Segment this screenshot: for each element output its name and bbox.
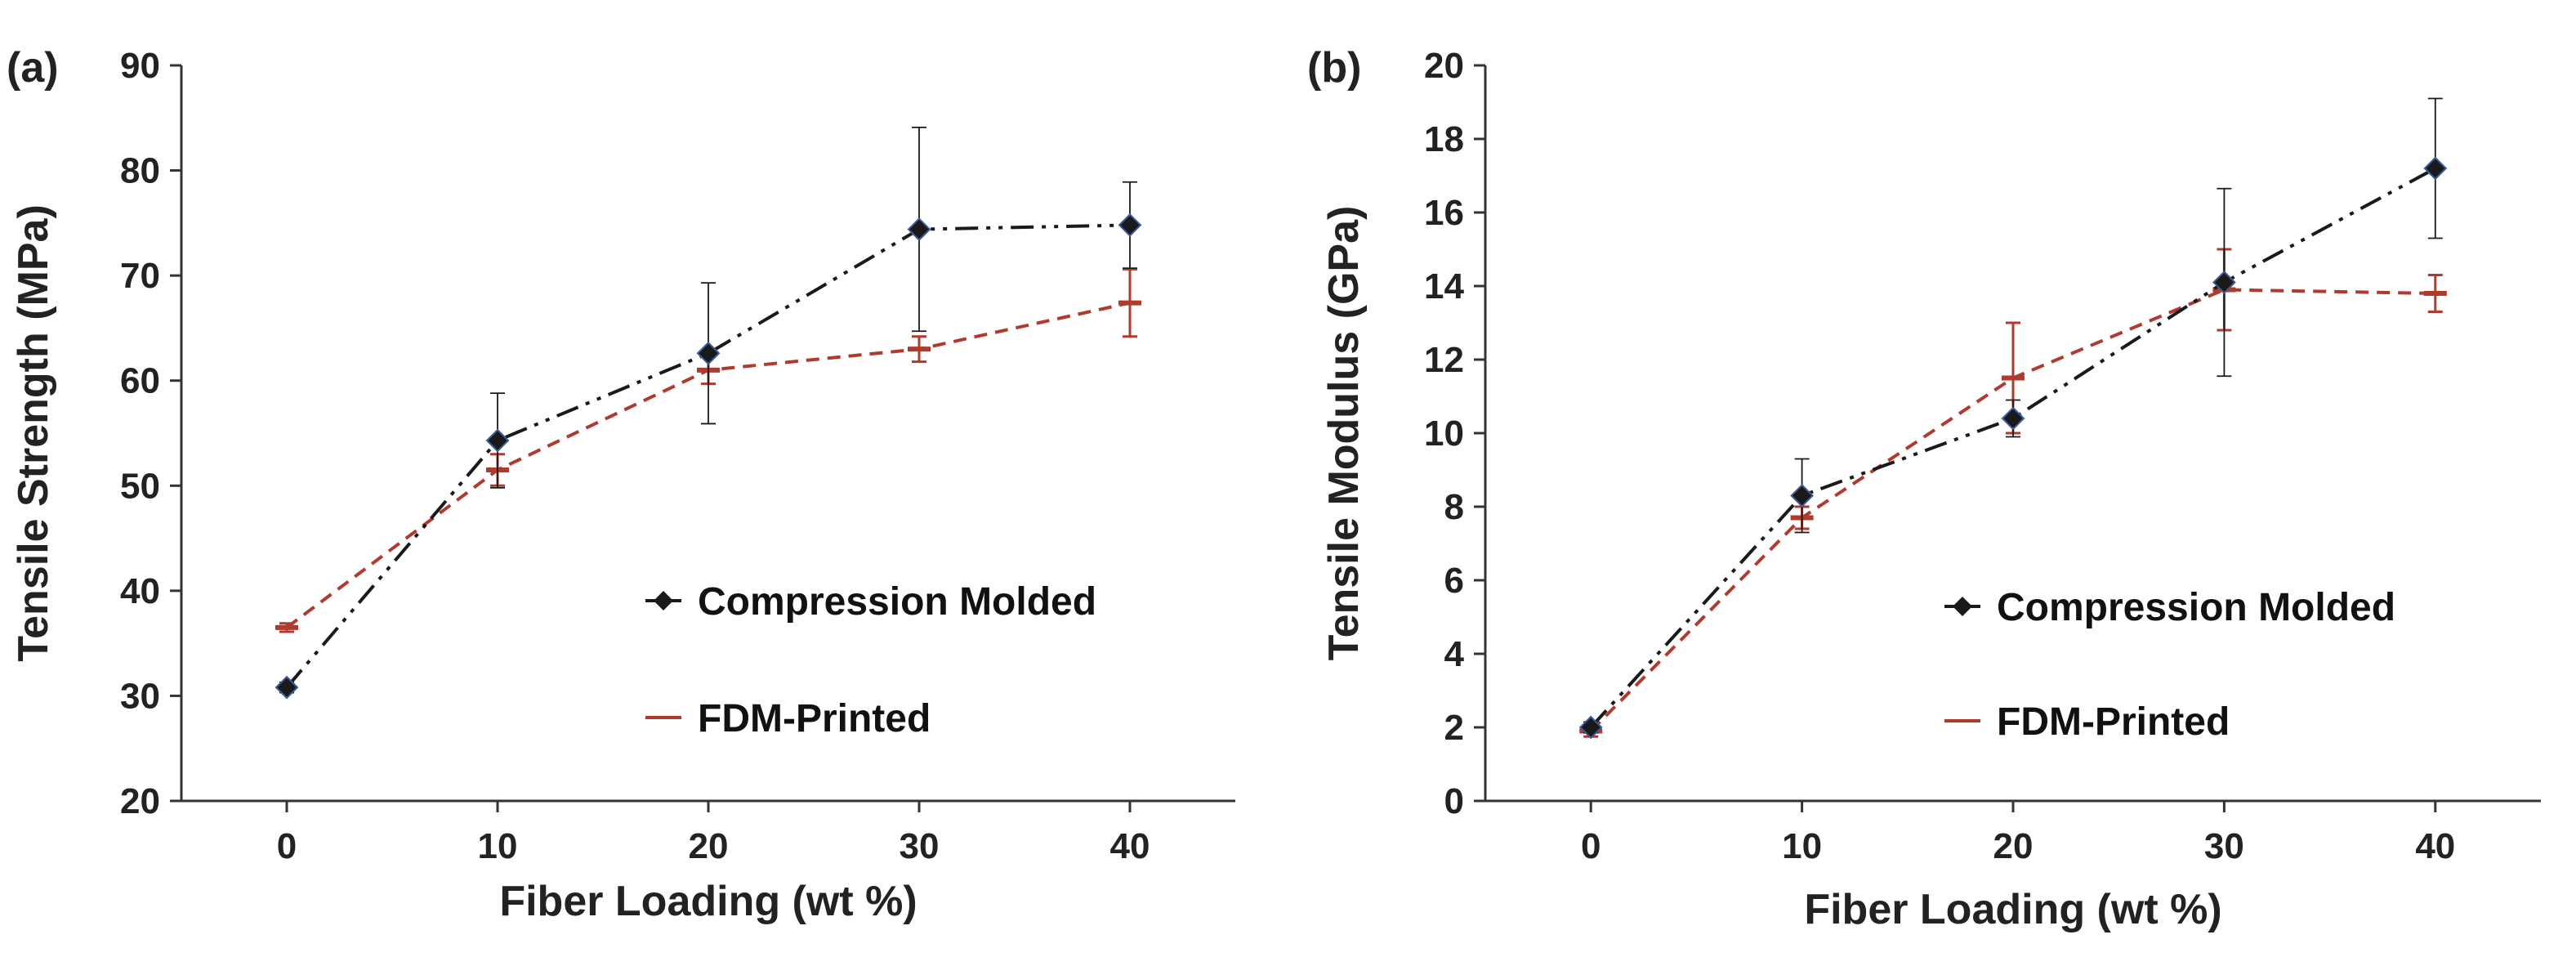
y-tick-label: 20 [1424, 46, 1464, 86]
data-point-compression-molded [2212, 271, 2236, 294]
y-tick-label: 18 [1424, 119, 1464, 159]
y-tick-label: 40 [120, 571, 160, 611]
x-tick-label: 0 [1581, 826, 1601, 866]
series-line-compression-molded [1589, 167, 2436, 729]
legend: Compression Molded FDM-Printed [1944, 586, 2395, 744]
data-point-compression-molded [1118, 213, 1142, 237]
y-tick-label: 60 [120, 361, 160, 401]
y-tick-label: 50 [120, 466, 160, 506]
y-tick-label: 2 [1444, 708, 1464, 748]
data-point-compression-molded [1578, 715, 1603, 740]
data-point-compression-molded [2001, 406, 2025, 431]
legend-label-compression-molded: Compression Molded [698, 580, 1096, 624]
y-tick-label: 4 [1444, 634, 1465, 674]
panel-label: (a) [7, 44, 59, 92]
legend-label-fdm-printed: FDM-Printed [698, 697, 931, 740]
x-tick-label: 10 [478, 826, 518, 866]
x-axis-title: Fiber Loading (wt %) [499, 878, 917, 925]
x-tick-label: 0 [277, 826, 297, 866]
data-point-compression-molded [696, 341, 721, 365]
legend-marker-compression-molded [654, 591, 673, 610]
y-tick-label: 70 [120, 256, 160, 296]
x-tick-label: 40 [1110, 826, 1150, 866]
legend: Compression Molded FDM-Printed [645, 580, 1096, 740]
legend-marker-compression-molded [1953, 597, 1972, 616]
y-tick-label: 10 [1424, 414, 1464, 454]
y-tick-label: 8 [1444, 487, 1464, 527]
y-tick-label: 90 [120, 46, 160, 86]
y-tick-label: 16 [1424, 193, 1464, 233]
y-tick-label: 80 [120, 151, 160, 191]
y-tick-label: 20 [120, 781, 160, 821]
x-tick-label: 40 [2415, 826, 2455, 866]
series-fdm-printed [1579, 248, 2447, 738]
x-tick-label: 20 [689, 826, 729, 866]
x-tick-label: 30 [900, 826, 940, 866]
chart-panel-b: (b) 0 2 4 6 8 10 12 14 16 18 20 0 10 20 30 40 Fiber Loadi… [1307, 44, 2541, 933]
x-tick-label: 20 [1993, 826, 2034, 866]
legend-label-compression-molded: Compression Molded [1997, 586, 2395, 629]
y-axis-title: Tensile Strength (MPa) [10, 204, 57, 662]
series-compression-molded [1578, 97, 2448, 740]
x-tick-label: 30 [2204, 826, 2244, 866]
series-compression-molded [275, 126, 1142, 700]
series-line-compression-molded [285, 223, 1131, 689]
data-point-compression-molded [2423, 156, 2448, 181]
x-axis-title: Fiber Loading (wt %) [1804, 886, 2221, 933]
y-tick-label: 12 [1424, 340, 1464, 380]
y-tick-label: 30 [120, 676, 160, 716]
y-tick-label: 6 [1444, 561, 1464, 601]
panel-label: (b) [1307, 44, 1361, 92]
y-axis-title: Tensile Modulus (GPa) [1320, 206, 1368, 661]
x-tick-label: 10 [1782, 826, 1822, 866]
legend-label-fdm-printed: FDM-Printed [1997, 700, 2230, 744]
chart-panel-a: (a) 20 30 40 50 60 70 80 90 0 10 20 30 40 Fiber Loadin… [7, 44, 1235, 925]
data-point-compression-molded [1790, 484, 1815, 508]
data-point-compression-molded [907, 217, 931, 241]
data-point-compression-molded [485, 428, 510, 453]
y-tick-label: 14 [1424, 266, 1464, 306]
data-point-compression-molded [275, 675, 299, 700]
y-tick-label: 0 [1444, 781, 1464, 821]
